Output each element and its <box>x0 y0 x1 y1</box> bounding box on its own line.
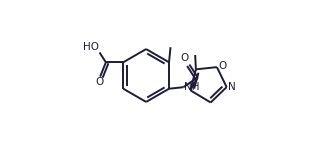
Text: O: O <box>219 61 227 71</box>
Text: O: O <box>180 53 188 63</box>
Text: N: N <box>229 82 236 92</box>
Text: HO: HO <box>83 42 99 52</box>
Text: NH: NH <box>184 82 199 92</box>
Text: O: O <box>95 77 104 87</box>
